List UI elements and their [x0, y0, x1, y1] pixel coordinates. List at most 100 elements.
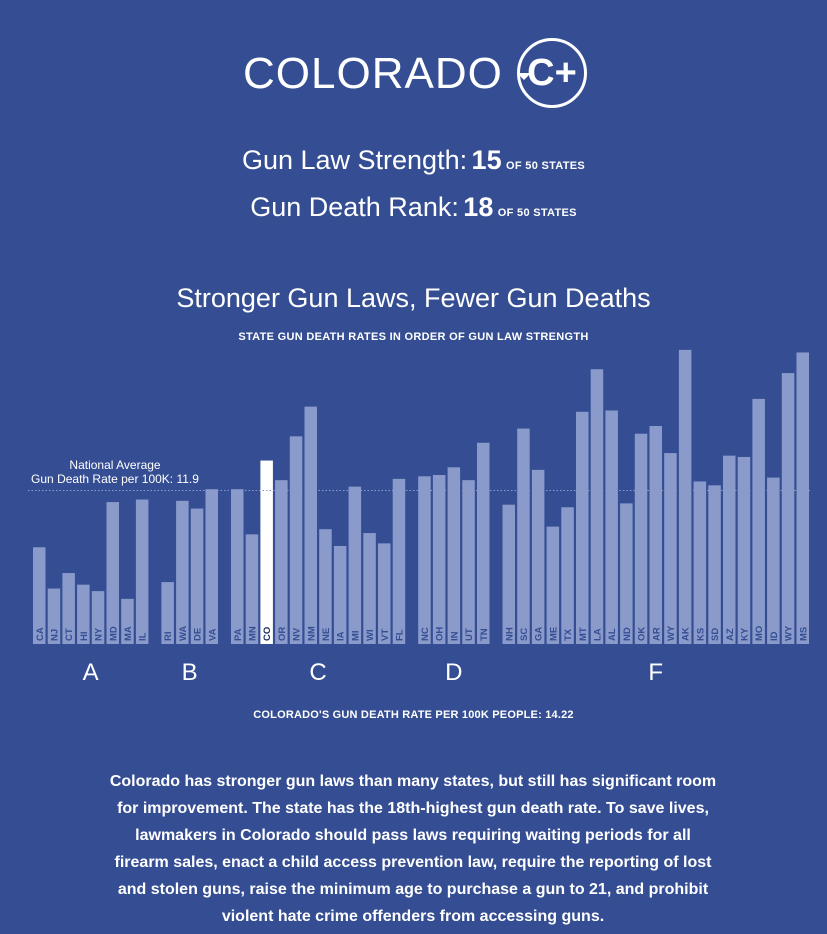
bar-la	[590, 369, 604, 644]
bar-label-ma: MA	[123, 626, 134, 641]
bar-vt	[378, 543, 391, 644]
bar-ne	[319, 529, 332, 644]
bar-ok	[634, 433, 648, 644]
bar-label-tn: TN	[479, 628, 490, 641]
bar-ga	[531, 469, 545, 644]
bar-label-wy: WY	[784, 625, 795, 641]
bar-label-in: IN	[449, 631, 460, 641]
bar-mn	[245, 534, 259, 644]
bar-label-ga: GA	[534, 627, 545, 641]
bar-ma	[121, 598, 134, 644]
bar-label-sc: SC	[519, 628, 530, 641]
bar-mo	[752, 398, 765, 644]
bar-label-nh: NH	[504, 627, 515, 641]
bar-label-mi: MI	[350, 630, 361, 641]
bar-label-nc: NC	[420, 627, 431, 641]
header: COLORADO C+	[0, 38, 827, 110]
bar-label-ut: UT	[464, 628, 475, 641]
bar-ms	[796, 352, 809, 644]
grade-label-f: F	[648, 659, 664, 686]
bar-wy	[781, 373, 795, 644]
bar-label-tx: TX	[563, 628, 574, 641]
bar-fl	[392, 478, 406, 644]
bar-ky	[737, 456, 751, 644]
state-selector[interactable]: COLORADO	[243, 50, 531, 98]
bar-label-al: AL	[607, 628, 618, 641]
bar-label-nv: NV	[292, 627, 303, 641]
bar-label-md: MD	[108, 626, 119, 641]
bar-label-de: DE	[193, 628, 204, 641]
bar-label-va: VA	[207, 628, 218, 641]
bar-ct	[62, 573, 75, 644]
bar-nj	[47, 588, 61, 644]
law-strength-value: 15	[471, 145, 502, 175]
bar-ca	[33, 547, 46, 644]
bar-label-wi: WI	[365, 629, 376, 641]
bar-label-sd: SD	[710, 628, 721, 641]
bar-label-ia: IA	[336, 631, 347, 641]
bar-co	[260, 460, 273, 644]
bar-label-nj: NJ	[49, 629, 60, 641]
bar-label-mo: MO	[754, 626, 765, 641]
bar-label-ks: KS	[695, 628, 706, 641]
national-average-value: Gun Death Rate per 100K: 11.9	[31, 472, 199, 487]
bar-in	[447, 467, 461, 644]
grade-label-c: C	[309, 659, 327, 686]
bar-label-la: LA	[592, 628, 603, 641]
grade-label-b: B	[181, 659, 198, 686]
state-rate-line: COLORADO'S GUN DEATH RATE PER 100K PEOPL…	[0, 709, 827, 721]
bar-label-hi: HI	[79, 632, 90, 642]
bar-ny	[91, 591, 105, 644]
bar-sc	[517, 428, 530, 644]
bar-tn	[477, 442, 490, 644]
law-strength-suffix: OF 50 STATES	[506, 160, 586, 172]
bar-ut	[462, 480, 475, 644]
bar-label-id: ID	[769, 631, 780, 641]
bar-mi	[348, 486, 362, 644]
death-rank-label: Gun Death Rank:	[250, 192, 459, 222]
national-average-title: National Average	[69, 458, 161, 473]
bar-az	[723, 455, 736, 644]
bar-label-ca: CA	[35, 627, 46, 641]
grade-badge: C+	[517, 38, 587, 108]
bar-ks	[693, 481, 707, 644]
bar-label-fl: FL	[394, 629, 405, 641]
bar-al	[605, 410, 618, 644]
bar-label-nm: NM	[306, 626, 317, 641]
bar-wa	[176, 500, 189, 644]
bar-label-ny: NY	[94, 627, 105, 641]
state-rate-label: COLORADO'S GUN DEATH RATE PER 100K PEOPL…	[253, 709, 542, 721]
description-text: Colorado has stronger gun laws than many…	[109, 773, 717, 925]
bar-nv	[289, 436, 303, 644]
death-rank-value: 18	[463, 192, 494, 222]
grade-label-a: A	[82, 659, 99, 686]
bar-de	[190, 508, 204, 644]
bar-label-me: ME	[548, 627, 559, 641]
bar-ri	[161, 582, 174, 644]
bar-id	[767, 477, 780, 644]
bar-or	[275, 480, 288, 644]
bar-label-co: CO	[262, 627, 273, 641]
grade-text: C+	[527, 51, 577, 94]
bar-nh	[502, 504, 515, 644]
bar-label-wy: WY	[666, 625, 677, 641]
bar-nd	[620, 503, 633, 644]
bar-label-ct: CT	[64, 628, 75, 641]
bar-label-ar: AR	[651, 627, 662, 641]
law-strength-label: Gun Law Strength:	[241, 145, 468, 175]
bar-wy	[664, 453, 677, 644]
bar-il	[135, 499, 149, 644]
bar-label-nd: ND	[622, 627, 633, 641]
bar-hi	[77, 584, 90, 644]
bar-label-or: OR	[277, 627, 288, 641]
bar-me	[546, 526, 560, 644]
death-rank-suffix: OF 50 STATES	[497, 207, 577, 219]
bar-mt	[576, 411, 589, 644]
state-name[interactable]: COLORADO	[243, 49, 503, 98]
bar-label-il: IL	[138, 632, 149, 641]
grade-label-d: D	[445, 659, 463, 686]
bar-label-ri: RI	[163, 632, 174, 642]
bar-wi	[363, 533, 376, 644]
bar-oh	[432, 475, 446, 644]
bar-label-vt: VT	[380, 629, 391, 641]
